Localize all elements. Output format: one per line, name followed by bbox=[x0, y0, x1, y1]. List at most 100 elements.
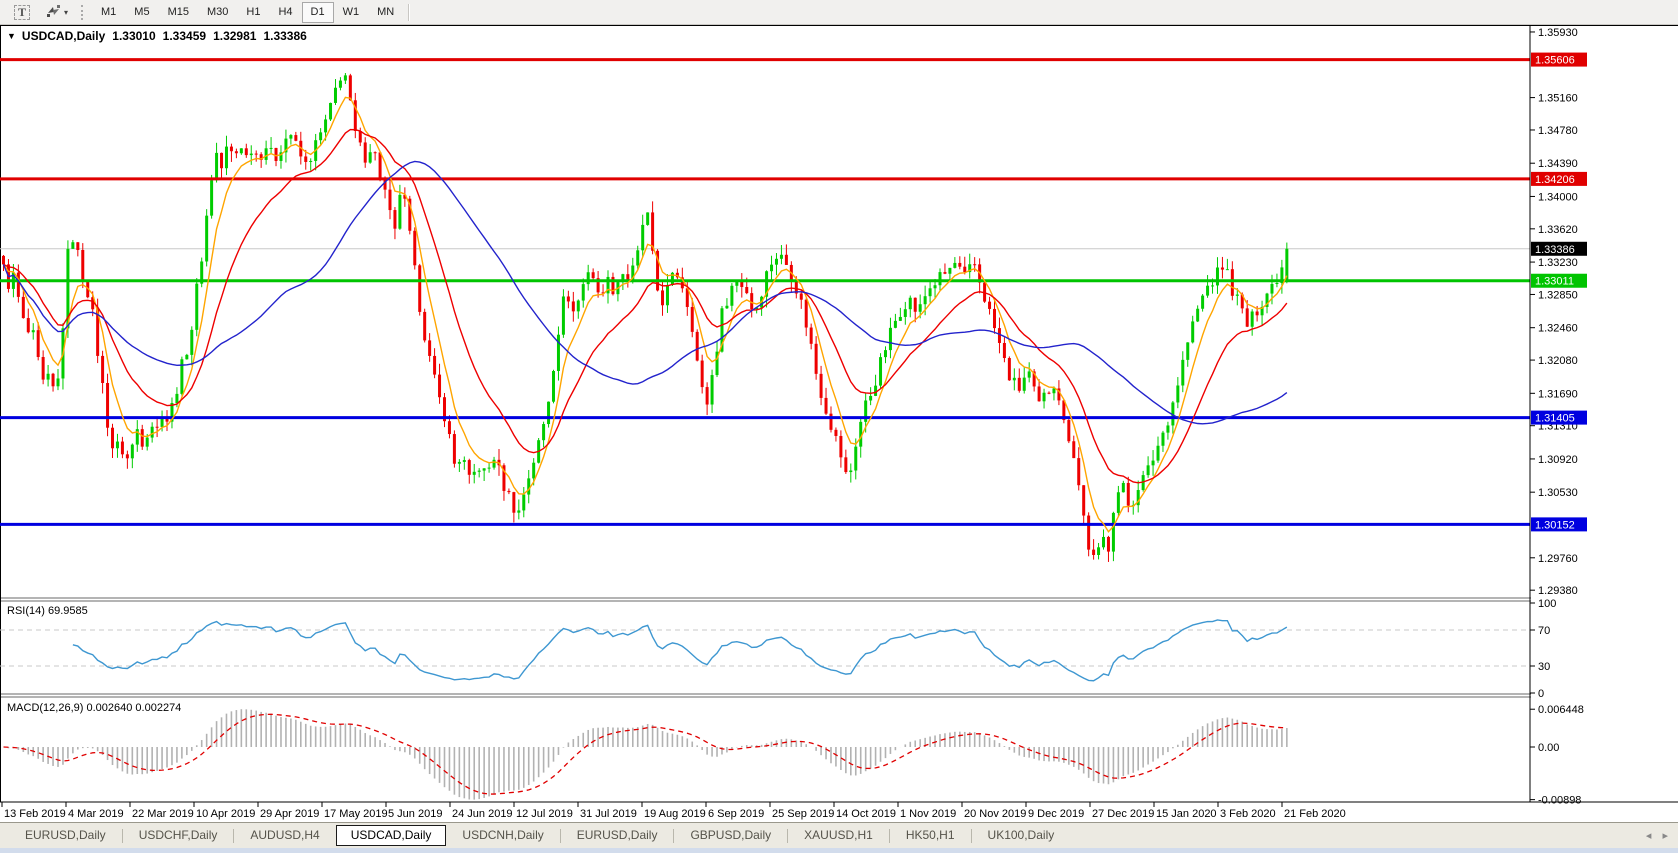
top-toolbar: T ▾ M1 M5 M15 M30 H1 H4 D1 W1 MN bbox=[0, 0, 1678, 25]
timeframe-button-H1[interactable]: H1 bbox=[246, 6, 261, 18]
symbol-dropdown-icon[interactable]: ▼ bbox=[7, 31, 16, 41]
arrows-icon bbox=[46, 4, 61, 21]
svg-text:0.00: 0.00 bbox=[1538, 742, 1559, 754]
svg-text:1.33620: 1.33620 bbox=[1538, 224, 1578, 236]
timeframe-button-group: M1 M5 M15 M30 H1 H4 D1 W1 MN bbox=[92, 1, 403, 23]
svg-text:15 Jan 2020: 15 Jan 2020 bbox=[1156, 808, 1217, 820]
svg-text:4 Mar 2019: 4 Mar 2019 bbox=[68, 808, 124, 820]
svg-text:70: 70 bbox=[1538, 625, 1550, 637]
arrows-tool-button[interactable]: ▾ bbox=[39, 1, 75, 23]
tab-scroll-right-icon[interactable]: ▸ bbox=[1662, 830, 1672, 842]
svg-text:31 Jul 2019: 31 Jul 2019 bbox=[580, 808, 637, 820]
tab-separator bbox=[233, 828, 235, 843]
svg-text:0.006448: 0.006448 bbox=[1538, 704, 1584, 716]
timeframe-button-M1[interactable]: M1 bbox=[101, 6, 117, 18]
svg-text:-0.00898: -0.00898 bbox=[1538, 795, 1581, 807]
tab-AUDUSD-H4[interactable]: AUDUSD,H4 bbox=[250, 828, 320, 842]
rsi-indicator-label: RSI(14) 69.9585 bbox=[7, 605, 88, 617]
tab-separator bbox=[888, 828, 890, 843]
svg-text:1.35160: 1.35160 bbox=[1538, 93, 1578, 105]
svg-text:27 Dec 2019: 27 Dec 2019 bbox=[1092, 808, 1154, 820]
tab-EURUSD-Daily[interactable]: EURUSD,Daily bbox=[25, 828, 106, 842]
rsi-value: 69.9585 bbox=[47, 605, 88, 617]
svg-text:1.33011: 1.33011 bbox=[1535, 276, 1574, 288]
svg-text:21 Feb 2020: 21 Feb 2020 bbox=[1284, 808, 1346, 820]
svg-text:1.34206: 1.34206 bbox=[1535, 174, 1575, 186]
svg-text:10 Apr 2019: 10 Apr 2019 bbox=[196, 808, 255, 820]
toolbar-separator bbox=[408, 3, 411, 21]
svg-text:1.34780: 1.34780 bbox=[1538, 125, 1578, 137]
timeframe-button-D1[interactable]: D1 bbox=[301, 1, 334, 23]
svg-text:14 Oct 2019: 14 Oct 2019 bbox=[836, 808, 896, 820]
macd-panel bbox=[7, 709, 1288, 800]
tab-HK50-H1[interactable]: HK50,H1 bbox=[905, 828, 955, 842]
tab-USDCNH-Daily[interactable]: USDCNH,Daily bbox=[462, 828, 544, 842]
rsi-panel bbox=[0, 629, 1530, 667]
tab-separator bbox=[673, 828, 675, 843]
timeframe-button-M15[interactable]: M15 bbox=[167, 6, 189, 18]
ma-fast-line bbox=[2, 96, 1288, 533]
price-tags: 1.35606 1.34206 1.33011 1.31405 1.30152 1.333… bbox=[1531, 52, 1587, 532]
tab-USDCAD-Daily[interactable]: USDCAD,Daily bbox=[335, 825, 447, 846]
macd-indicator-label: MACD(12,26,9) 0.002640 0.002274 bbox=[7, 702, 182, 714]
ohlc-close: 1.33386 bbox=[263, 29, 307, 43]
svg-text:1.31690: 1.31690 bbox=[1538, 388, 1578, 400]
tab-UK100-Daily[interactable]: UK100,Daily bbox=[987, 828, 1055, 842]
macd-values: 0.002640 0.002274 bbox=[86, 702, 182, 714]
tab-list: EURUSD,Daily USDCHF,Daily AUDUSD,H4 USDCAD,… bbox=[10, 825, 1069, 846]
svg-text:1.30530: 1.30530 bbox=[1538, 487, 1578, 499]
timeframe-button-M30[interactable]: M30 bbox=[206, 6, 229, 18]
svg-text:1.29380: 1.29380 bbox=[1538, 585, 1578, 597]
date-axis: 13 Feb 2019 4 Mar 2019 22 Mar 2019 10 Apr 2… bbox=[0, 801, 1678, 820]
chevron-down-icon: ▾ bbox=[64, 7, 69, 17]
tab-GBPUSD-Daily[interactable]: GBPUSD,Daily bbox=[690, 828, 772, 842]
tab-EURUSD-Daily[interactable]: EURUSD,Daily bbox=[576, 828, 658, 842]
symbol-tab-bar: EURUSD,Daily USDCHF,Daily AUDUSD,H4 USDCAD,… bbox=[0, 822, 1678, 848]
svg-text:1.35930: 1.35930 bbox=[1538, 27, 1578, 39]
timeframe-button-M5[interactable]: M5 bbox=[134, 6, 150, 18]
tab-scroll-left-icon[interactable]: ◂ bbox=[1645, 830, 1656, 842]
ma-slow-line bbox=[2, 160, 1288, 425]
tab-scroll-arrows: ◂ ▸ bbox=[1646, 829, 1672, 842]
timeframe-button-MN[interactable]: MN bbox=[377, 6, 395, 18]
rsi-line bbox=[72, 619, 1288, 682]
svg-text:1.35606: 1.35606 bbox=[1535, 55, 1575, 67]
tab-separator bbox=[787, 828, 789, 843]
svg-text:22 Mar 2019: 22 Mar 2019 bbox=[132, 808, 194, 820]
macd-signal-line bbox=[3, 713, 1287, 795]
svg-text:3 Feb 2020: 3 Feb 2020 bbox=[1220, 808, 1276, 820]
svg-text:19 Aug 2019: 19 Aug 2019 bbox=[644, 808, 706, 820]
svg-text:1.34000: 1.34000 bbox=[1538, 191, 1578, 203]
svg-text:25 Sep 2019: 25 Sep 2019 bbox=[772, 808, 834, 820]
svg-text:30: 30 bbox=[1538, 661, 1550, 673]
svg-text:1.33230: 1.33230 bbox=[1538, 257, 1578, 269]
window-chrome bbox=[0, 25, 1678, 802]
tab-separator bbox=[559, 828, 561, 843]
svg-text:1 Nov 2019: 1 Nov 2019 bbox=[900, 808, 956, 820]
chart-title: ▼ USDCAD,Daily 1.33010 1.33459 1.32981 1.3338… bbox=[7, 29, 307, 43]
price-chart-canvas[interactable]: 1.35930 1.35160 1.34780 1.34390 1.34000 1.336… bbox=[0, 25, 1678, 822]
timeframe-button-H4[interactable]: H4 bbox=[278, 6, 293, 18]
status-strip bbox=[0, 848, 1678, 853]
svg-text:12 Jul 2019: 12 Jul 2019 bbox=[516, 808, 573, 820]
svg-text:1.34390: 1.34390 bbox=[1538, 158, 1578, 170]
chart-symbol: USDCAD,Daily bbox=[21, 29, 106, 43]
horizontal-lines bbox=[0, 58, 1530, 526]
tab-USDCHF-Daily[interactable]: USDCHF,Daily bbox=[138, 828, 218, 842]
svg-text:1.32850: 1.32850 bbox=[1538, 289, 1578, 301]
svg-text:1.31405: 1.31405 bbox=[1535, 413, 1575, 425]
svg-text:20 Nov 2019: 20 Nov 2019 bbox=[964, 808, 1026, 820]
timeframe-button-W1[interactable]: W1 bbox=[342, 6, 360, 18]
ohlc-high: 1.33459 bbox=[162, 29, 207, 43]
tab-XAUUSD-H1[interactable]: XAUUSD,H1 bbox=[804, 828, 873, 842]
svg-text:5 Jun 2019: 5 Jun 2019 bbox=[388, 808, 442, 820]
toolbar-grip[interactable] bbox=[81, 4, 86, 20]
tab-separator bbox=[121, 828, 123, 843]
ma-medium-line bbox=[3, 128, 1288, 484]
svg-text:1.32080: 1.32080 bbox=[1538, 355, 1578, 367]
text-tool-button[interactable]: T bbox=[5, 1, 39, 23]
svg-text:29 Apr 2019: 29 Apr 2019 bbox=[260, 808, 319, 820]
svg-text:24 Jun 2019: 24 Jun 2019 bbox=[452, 808, 513, 820]
svg-text:1.33386: 1.33386 bbox=[1535, 244, 1575, 256]
tab-separator bbox=[970, 828, 972, 843]
